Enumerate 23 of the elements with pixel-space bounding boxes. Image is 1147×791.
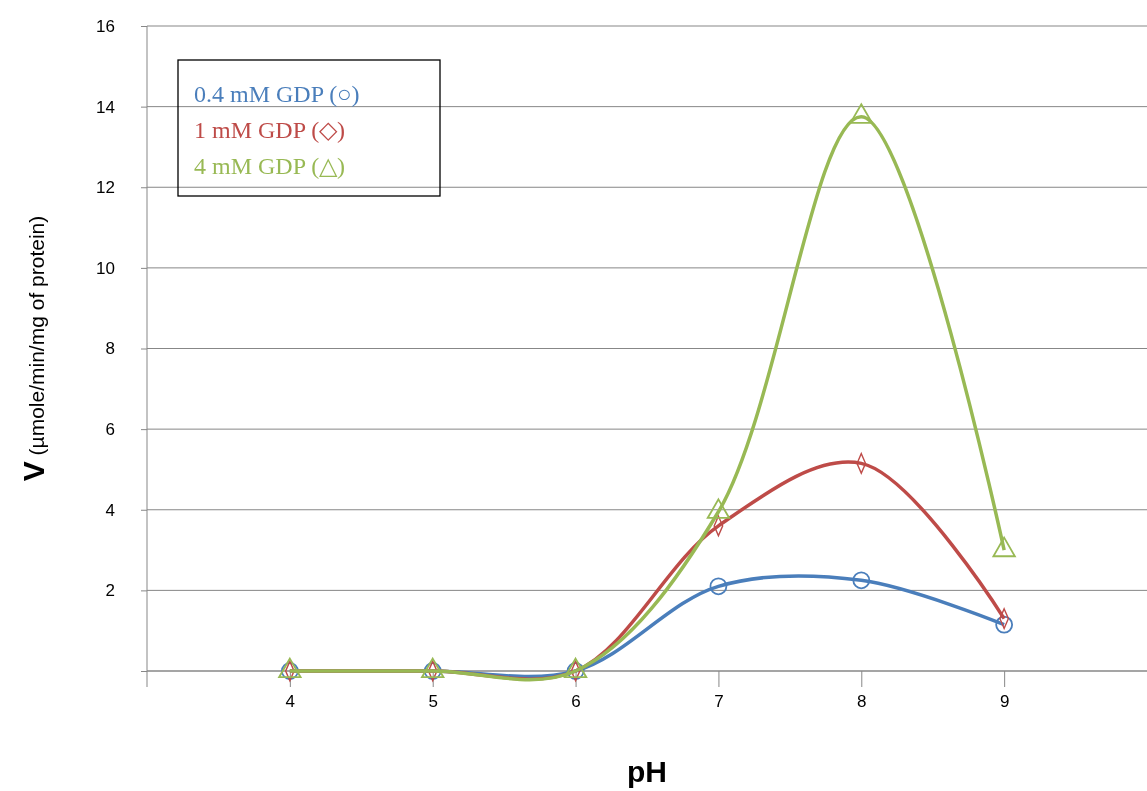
point [709, 577, 728, 596]
x-tick-label: 9 [999, 692, 1010, 712]
y-tick-label: 6 [105, 420, 115, 440]
y-tick-label: 14 [96, 97, 115, 117]
text: 0.4 mM GDP (○) [194, 81, 360, 107]
text: 1 mM GDP (◇) [194, 117, 346, 143]
point [995, 615, 1014, 634]
y-tick-label: 16 [96, 16, 115, 36]
y-tick-label: 10 [96, 258, 115, 278]
x-tick-label: 6 [571, 692, 581, 712]
y-axis-title: V (µmole/min/mg of protein) [17, 215, 50, 482]
point [849, 103, 873, 124]
y-tick-label: 4 [105, 500, 115, 520]
x-tick-label: 5 [428, 692, 438, 712]
x-tick-label: 8 [857, 692, 867, 712]
x-tick-label: 4 [285, 692, 296, 712]
text: 4 mM GDP (△) [194, 153, 346, 179]
x-axis-title: pH [627, 755, 667, 788]
y-tick-label: 2 [105, 581, 115, 601]
point [852, 571, 871, 590]
y-tick-label: 8 [105, 339, 115, 359]
x-tick-label: 7 [714, 692, 724, 712]
y-tick-label: 12 [96, 178, 115, 198]
